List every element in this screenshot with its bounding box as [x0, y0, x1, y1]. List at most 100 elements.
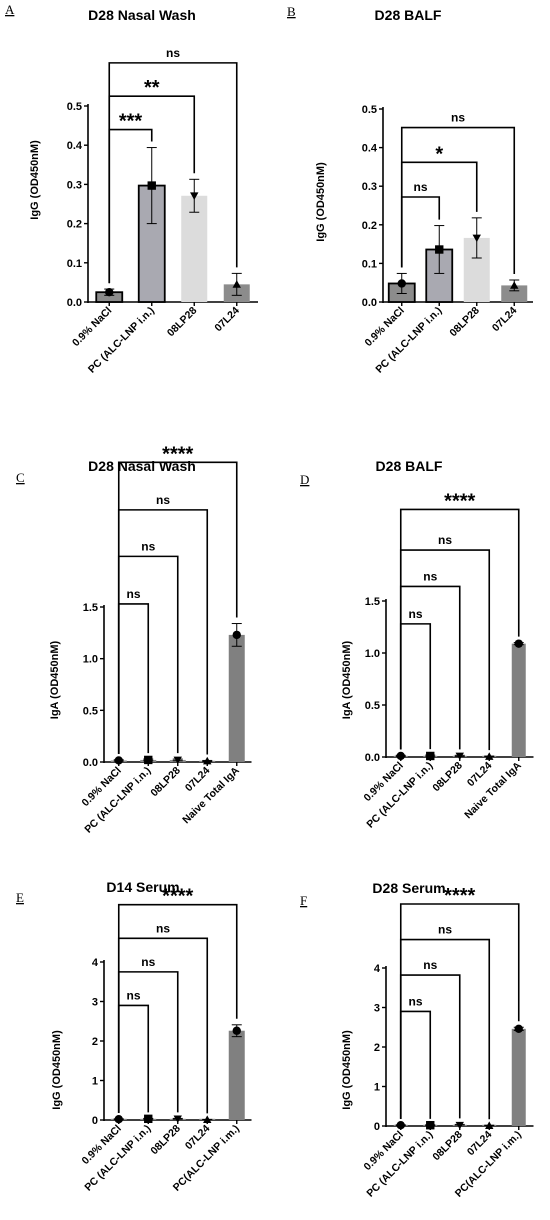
y-axis-label: IgG (OD450nM): [341, 1030, 353, 1110]
significance-bracket: [117, 937, 209, 1114]
y-tick-label: 2: [92, 1036, 98, 1048]
significance-bracket: [399, 1010, 432, 1119]
significance-bracket: [399, 903, 520, 1119]
panel-label: A: [5, 2, 15, 17]
data-point: [144, 1114, 153, 1124]
y-tick-label: 1.0: [83, 654, 98, 666]
y-tick-label: 1.5: [83, 602, 98, 614]
data-point: [514, 1024, 523, 1034]
data-point: [114, 756, 123, 765]
significance-label: ns: [156, 493, 170, 507]
significance-label: ns: [451, 111, 465, 125]
panel-label: E: [16, 890, 24, 905]
data-point: [190, 192, 199, 200]
significance-label: **: [144, 77, 160, 99]
y-tick-label: 0: [92, 1115, 98, 1127]
y-tick-label: 2: [374, 1042, 380, 1054]
data-point: [455, 1121, 464, 1130]
data-point: [485, 1121, 494, 1129]
data-point: [510, 281, 519, 289]
bar: [228, 1030, 245, 1120]
x-tick-label: 08LP28: [148, 1123, 183, 1158]
y-tick-label: 0.3: [362, 181, 377, 193]
bar: [228, 634, 245, 762]
data-point: [232, 1026, 241, 1035]
data-point: [147, 181, 156, 190]
significance-label: ns: [413, 180, 427, 194]
bar: [501, 285, 528, 302]
bar: [181, 195, 208, 302]
significance-label: *: [435, 143, 443, 165]
data-point: [514, 639, 523, 648]
x-tick-label: PC (ALC-LNP i.n.): [373, 305, 444, 376]
y-axis-label: IgG (OD450nM): [29, 140, 41, 220]
data-point: [397, 279, 406, 288]
data-point: [173, 1115, 182, 1124]
y-tick-label: 0.5: [67, 101, 82, 113]
y-tick-label: 0.4: [362, 143, 378, 155]
x-tick-label: 08LP28: [165, 305, 200, 340]
y-tick-label: 0.0: [67, 297, 82, 309]
significance-bracket: [400, 126, 516, 274]
y-tick-label: 1: [374, 1082, 380, 1094]
panel-label: D: [300, 472, 309, 487]
y-tick-label: 0.5: [83, 705, 98, 717]
panel-label: C: [16, 470, 25, 485]
y-tick-label: 3: [374, 1003, 380, 1015]
data-point: [173, 756, 182, 765]
x-tick-label: 08LP28: [430, 760, 465, 795]
x-tick-label: 07L24: [490, 305, 520, 335]
significance-bracket: [399, 938, 491, 1120]
data-point: [114, 1115, 123, 1124]
significance-label: ns: [423, 958, 437, 972]
data-point: [203, 1115, 212, 1123]
y-tick-label: 0.2: [362, 220, 377, 232]
significance-bracket: [117, 903, 238, 1113]
bar: [511, 1028, 526, 1126]
y-tick-label: 0.5: [365, 700, 380, 712]
significance-label: ns: [438, 923, 452, 937]
significance-bracket: [117, 461, 238, 754]
y-tick-label: 0.5: [362, 104, 377, 116]
data-point: [232, 280, 241, 288]
y-tick-label: 0.0: [362, 297, 377, 309]
data-point: [455, 752, 464, 761]
significance-label: ***: [119, 111, 143, 133]
x-tick-label: 08LP28: [447, 305, 482, 340]
significance-label: ns: [126, 988, 140, 1002]
data-point: [435, 245, 444, 254]
significance-bracket: [399, 623, 432, 750]
significance-bracket: [117, 1004, 150, 1113]
x-tick-label: 08LP28: [430, 1129, 465, 1164]
y-tick-label: 1: [92, 1076, 98, 1088]
data-point: [426, 1121, 435, 1130]
chart-title: D28 Nasal Wash: [88, 7, 196, 23]
significance-label: ****: [444, 490, 475, 512]
significance-bracket: [399, 549, 491, 751]
panel-b: B D28 BALF IgG (OD450nM) 0.0 0.1 0.2 0.3 0.4 0.5…: [287, 4, 533, 376]
data-point: [144, 755, 153, 765]
chart-title: D28 BALF: [376, 458, 443, 474]
data-point: [472, 234, 481, 243]
y-tick-label: 0.1: [67, 258, 82, 270]
y-axis-label: IgG (OD450nM): [51, 1030, 63, 1110]
y-axis-label: IgA (OD450nM): [49, 640, 61, 719]
significance-label: ns: [438, 533, 452, 547]
significance-label: ns: [408, 607, 422, 621]
significance-label: ns: [126, 587, 140, 601]
significance-label: ns: [141, 955, 155, 969]
significance-label: ns: [166, 46, 180, 60]
y-tick-label: 4: [374, 963, 381, 975]
significance-label: ns: [408, 994, 422, 1008]
y-tick-label: 0.1: [362, 258, 377, 270]
y-tick-label: 0.2: [67, 219, 82, 231]
chart-title: D28 Serum: [372, 880, 445, 896]
y-axis-label: IgG (OD450nM): [315, 162, 327, 242]
x-tick-label: 08LP28: [148, 765, 183, 800]
y-tick-label: 4: [92, 957, 99, 969]
data-point: [426, 751, 435, 761]
